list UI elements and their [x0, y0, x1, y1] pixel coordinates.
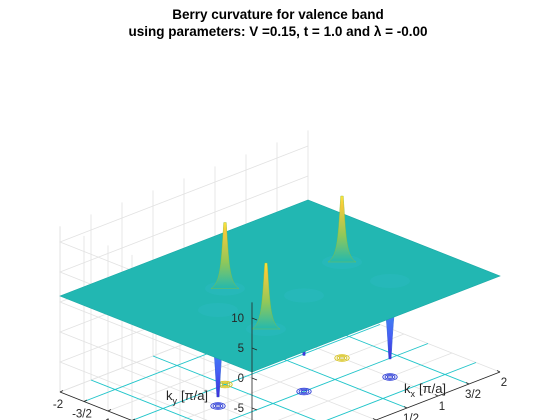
kx-tick: [434, 394, 439, 397]
bz-line-ky: [132, 324, 381, 420]
z-tick: [251, 317, 258, 321]
floor-contour: [300, 389, 308, 394]
ky-tick-label: -2: [53, 399, 63, 411]
ky-tick: [59, 390, 64, 393]
z-tick: [251, 377, 258, 381]
floor-contour: [212, 403, 224, 409]
kx-tick-label: 1: [439, 401, 445, 413]
floor-contour: [386, 375, 394, 379]
ky-axis-line: [374, 371, 501, 420]
floor-contour: [214, 404, 222, 408]
floor-contour: [384, 374, 396, 380]
kx-tick: [496, 370, 501, 373]
floor-contour: [338, 356, 346, 360]
bz-line-ky: [326, 362, 477, 420]
chart-title-line-1: Berry curvature for valence band: [172, 7, 384, 22]
floor-contour: [296, 387, 312, 396]
floor-contour: [334, 354, 350, 362]
floor-contour: [210, 402, 226, 410]
axes: 1050-5-10-15-2-3/2-1-1/201/213/2223/211/…: [53, 302, 507, 420]
ky-tick-label: -1: [101, 418, 111, 420]
floor-contour: [221, 382, 229, 387]
kx-tick: [403, 406, 408, 409]
z-tick-label: 0: [238, 373, 244, 385]
xlabel-unit: [π/a]: [419, 381, 446, 396]
ylabel-main: k: [166, 388, 173, 403]
surface-dimple: [198, 303, 238, 317]
ylabel: ky [π/a]: [166, 388, 208, 406]
bz-line-ky: [229, 343, 429, 420]
floor-contour: [336, 355, 348, 361]
positive-peak: [327, 195, 357, 263]
surface-dimple: [284, 288, 324, 303]
ky-tick: [83, 399, 88, 402]
chart-title-line-2: using parameters: V =0.15, t = 1.0 and λ…: [128, 24, 427, 39]
positive-peak: [251, 262, 281, 330]
ylabel-unit: [π/a]: [181, 388, 208, 403]
kx-axis-line: [59, 391, 132, 420]
ky-tick-label: -3/2: [72, 409, 92, 420]
z-tick: [251, 407, 258, 411]
xlabel-subscript: x: [411, 389, 416, 399]
kx-tick-label: 2: [501, 377, 507, 389]
bz-line-kx: [152, 355, 316, 420]
ylabel-subscript: y: [173, 396, 178, 406]
xlabel: kx [π/a]: [404, 381, 446, 399]
xlabel-main: k: [404, 381, 411, 396]
kx-tick-label: 3/2: [465, 389, 481, 401]
surface-plot: [59, 195, 501, 398]
kx-tick: [465, 382, 470, 385]
z-tick-label: 5: [238, 343, 244, 355]
ky-tick: [107, 409, 112, 412]
z-tick-label: 10: [231, 313, 244, 325]
z-tick-label: -5: [234, 403, 244, 415]
z-tick: [251, 347, 258, 351]
kx-tick-label: 1/2: [403, 413, 419, 420]
bz-line-kx: [90, 379, 194, 420]
positive-peak: [210, 222, 240, 289]
surface-dimple: [370, 274, 410, 288]
floor-contour: [382, 373, 398, 381]
floor-contour: [298, 388, 310, 395]
